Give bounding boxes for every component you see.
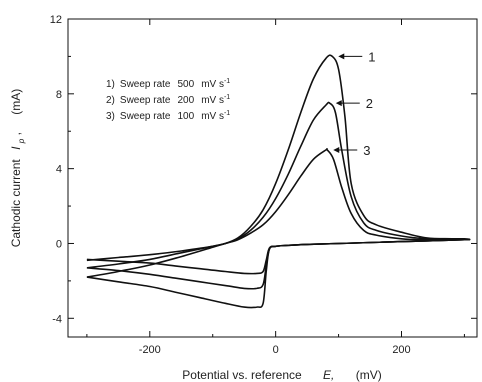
y-axis-label-text: Cathodic current: [9, 159, 23, 248]
x-axis-label: Potential vs. reference E, (mV): [182, 368, 381, 382]
plot-border: [67, 18, 478, 338]
y-tick-label: -4: [52, 313, 62, 325]
legend-entry-1: 1) Sweep rate 500 mV s-1: [106, 78, 230, 90]
y-tick-label: 4: [56, 164, 62, 176]
annotation-label-2: 2: [366, 96, 373, 111]
cv-curve-3: [86, 147, 471, 278]
annotation-arrowhead-2: [335, 100, 342, 107]
legend-text: Sweep rate: [120, 111, 171, 122]
x-tick-label: 200: [392, 344, 410, 356]
legend-text: Sweep rate: [120, 95, 171, 106]
cv-curve-1: [86, 54, 471, 309]
cv-curve-2: [86, 101, 471, 290]
annotation-arrowhead-3: [333, 146, 340, 153]
y-tick-label: 0: [56, 238, 62, 250]
legend: 1) Sweep rate 500 mV s-12) Sweep rate 200 mV s…: [106, 78, 230, 122]
y-tick-label: 8: [56, 89, 62, 101]
y-axis-label-comma: ,: [9, 132, 23, 135]
legend-unit-exp: -1: [224, 94, 230, 101]
legend-value: 100: [178, 111, 195, 122]
y-tick-label: 12: [50, 14, 62, 26]
legend-entry-3: 3) Sweep rate 100 mV s-1: [106, 110, 230, 122]
y-axis-label-subscript: p: [17, 138, 26, 144]
curves: [86, 54, 471, 309]
x-axis-label-symbol: E,: [323, 368, 334, 382]
legend-number: 1): [106, 79, 115, 90]
legend-entry-2: 2) Sweep rate 200 mV s-1: [106, 94, 230, 106]
legend-text: Sweep rate: [120, 79, 171, 90]
legend-unit: mV s: [201, 79, 224, 90]
legend-number: 3): [106, 111, 115, 122]
x-axis-ticks: -200 0 200: [86, 19, 465, 356]
legend-unit: mV s: [201, 111, 224, 122]
legend-unit: mV s: [201, 95, 224, 106]
annotation-label-3: 3: [363, 143, 370, 158]
x-tick-label: 0: [273, 344, 279, 356]
annotation-label-1: 1: [368, 49, 375, 64]
legend-value: 200: [178, 95, 195, 106]
x-tick-label: -200: [139, 344, 161, 356]
y-axis-label: Cathodic current I p , (mA): [9, 89, 27, 248]
y-axis-label-symbol: I: [9, 146, 23, 150]
curve-annotations: 1 2 3: [333, 49, 376, 158]
x-axis-label-unit: (mV): [356, 368, 382, 382]
annotation-arrowhead-1: [338, 53, 345, 60]
plot-frame: [67, 18, 478, 338]
legend-number: 2): [106, 95, 115, 106]
legend-value: 500: [178, 79, 195, 90]
legend-unit-exp: -1: [224, 78, 230, 85]
legend-unit-exp: -1: [224, 110, 230, 117]
x-axis-label-text: Potential vs. reference: [182, 368, 302, 382]
y-axis-label-unit: (mA): [9, 89, 23, 115]
